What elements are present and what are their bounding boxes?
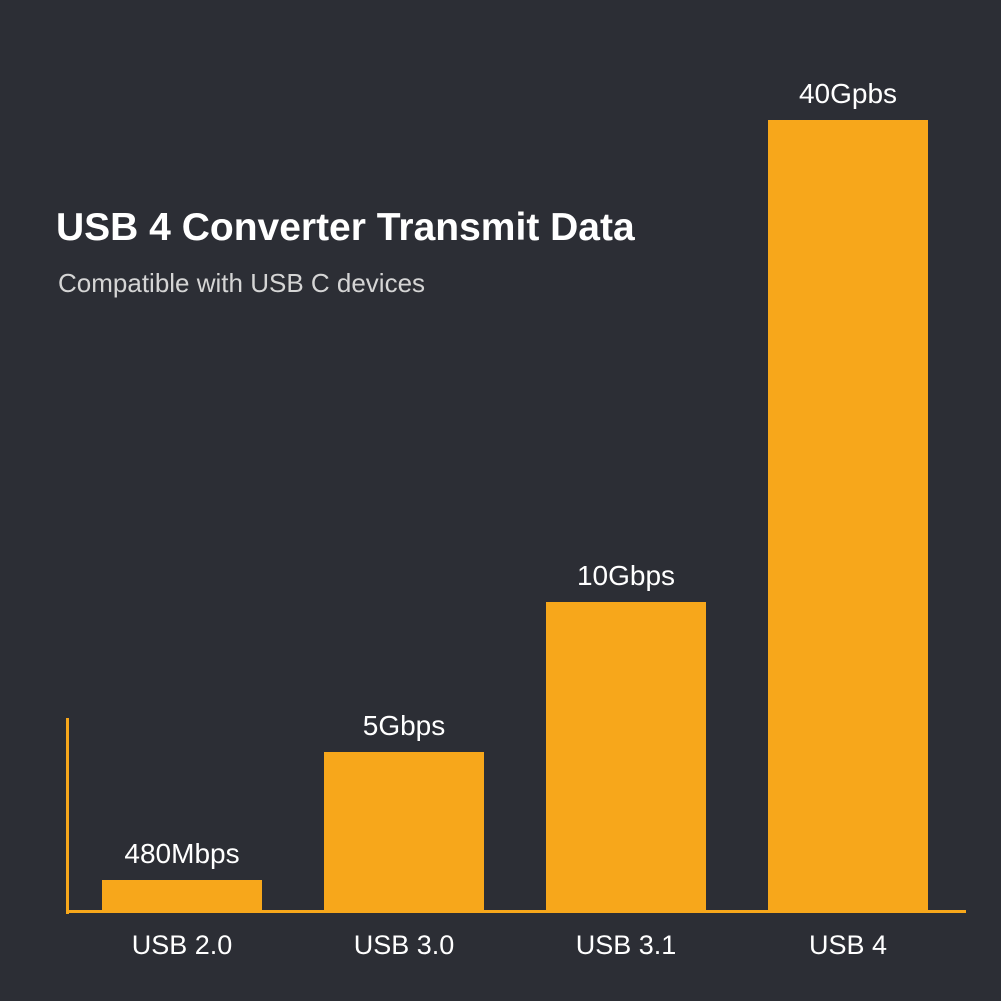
x-axis bbox=[66, 910, 966, 913]
bar bbox=[102, 880, 262, 910]
bar bbox=[324, 752, 484, 910]
bar-category-label: USB 2.0 bbox=[102, 930, 262, 961]
y-axis bbox=[66, 718, 69, 914]
page-title: USB 4 Converter Transmit Data bbox=[56, 206, 635, 250]
bar-value-label: 5Gbps bbox=[324, 710, 484, 742]
bar-category-label: USB 3.1 bbox=[546, 930, 706, 961]
bar-value-label: 40Gpbs bbox=[768, 78, 928, 110]
bar-category-label: USB 3.0 bbox=[324, 930, 484, 961]
bar bbox=[546, 602, 706, 910]
bar-value-label: 10Gbps bbox=[546, 560, 706, 592]
page-subtitle: Compatible with USB C devices bbox=[58, 268, 425, 299]
bar-value-label: 480Mbps bbox=[102, 838, 262, 870]
bar-category-label: USB 4 bbox=[768, 930, 928, 961]
bar bbox=[768, 120, 928, 910]
chart-canvas: USB 4 Converter Transmit Data Compatible… bbox=[0, 0, 1001, 1001]
